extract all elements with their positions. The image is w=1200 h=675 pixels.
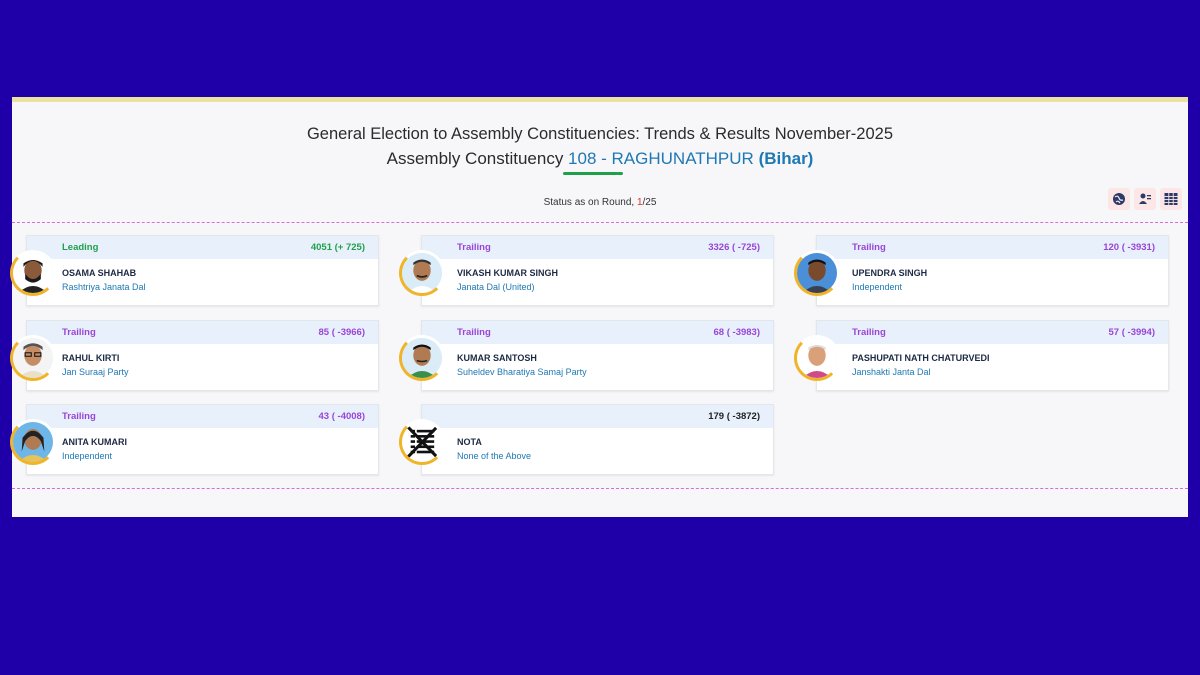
constituency-heading: Assembly Constituency 108 - RAGHUNATHPUR… xyxy=(12,149,1188,169)
divider-top xyxy=(12,222,1188,223)
candidate-card[interactable]: Trailing 68 ( -3983) KUMAR SANTOSH Suhel… xyxy=(421,320,774,391)
candidate-name: RAHUL KIRTI xyxy=(62,353,120,363)
view-toolbar xyxy=(1108,188,1182,210)
candidate-photo xyxy=(10,250,56,296)
candidate-photo xyxy=(10,335,56,381)
candidate-votes: 4051 (+ 725) xyxy=(310,242,365,253)
total-rounds: /25 xyxy=(642,197,657,208)
candidate-card[interactable]: Leading 4051 (+ 725) OSAMA SHAHAB Rashtr… xyxy=(26,235,379,306)
globe-icon[interactable] xyxy=(1108,188,1130,210)
candidate-photo xyxy=(794,250,840,296)
candidate-votes: 68 ( -3983) xyxy=(713,327,760,338)
candidate-card[interactable]: Trailing 3326 ( -725) VIKASH KUMAR SINGH… xyxy=(421,235,774,306)
candidate-status: Leading xyxy=(62,242,99,253)
candidate-name: NOTA xyxy=(457,437,482,447)
candidate-photo xyxy=(399,250,445,296)
candidate-photo xyxy=(794,335,840,381)
candidate-name: ANITA KUMARI xyxy=(62,437,127,447)
round-status: Status as on Round, 1/25 xyxy=(12,197,1188,208)
user-list-icon[interactable] xyxy=(1134,188,1156,210)
candidate-status: Trailing xyxy=(62,411,96,422)
current-round: 1 xyxy=(636,197,643,208)
candidate-party: Janshakti Janta Dal xyxy=(852,367,931,377)
candidate-status: Trailing xyxy=(457,327,491,338)
candidate-party: Jan Suraaj Party xyxy=(62,367,129,377)
candidate-status: Trailing xyxy=(852,327,886,338)
candidate-name: VIKASH KUMAR SINGH xyxy=(457,268,559,278)
candidate-votes: 85 ( -3966) xyxy=(318,327,365,338)
candidate-votes: 179 ( -3872) xyxy=(708,411,760,422)
round-status-label: Status as on Round, xyxy=(543,197,637,208)
candidate-status: Trailing xyxy=(852,242,886,253)
candidate-party: None of the Above xyxy=(457,451,532,461)
results-panel: General Election to Assembly Constituenc… xyxy=(10,97,1188,517)
card-header: Trailing 68 ( -3983) xyxy=(422,321,773,344)
candidate-status: Trailing xyxy=(62,327,96,338)
candidate-photo xyxy=(399,335,445,381)
candidate-party: Independent xyxy=(852,282,903,292)
nota-card[interactable]: 179 ( -3872) NOTA None of the Above xyxy=(421,404,774,475)
candidate-status: Trailing xyxy=(457,242,491,253)
card-header: 179 ( -3872) xyxy=(422,405,773,428)
state-name: (Bihar) xyxy=(758,149,814,168)
candidate-votes: 3326 ( -725) xyxy=(708,242,760,253)
candidate-name: UPENDRA SINGH xyxy=(852,268,928,278)
candidate-party: Suheldev Bharatiya Samaj Party xyxy=(457,367,587,377)
nota-symbol-icon xyxy=(399,419,445,465)
constituency-prefix: Assembly Constituency xyxy=(386,149,569,168)
card-header: Leading 4051 (+ 725) xyxy=(27,236,378,259)
candidate-party: Rashtriya Janata Dal xyxy=(62,282,146,292)
candidate-card[interactable]: Trailing 43 ( -4008) ANITA KUMARI Indepe… xyxy=(26,404,379,475)
page-title: General Election to Assembly Constituenc… xyxy=(306,125,894,143)
candidate-votes: 57 ( -3994) xyxy=(1108,327,1155,338)
candidate-name: OSAMA SHAHAB xyxy=(62,268,137,278)
candidate-votes: 120 ( -3931) xyxy=(1103,242,1155,253)
candidate-card[interactable]: Trailing 120 ( -3931) UPENDRA SINGH Inde… xyxy=(816,235,1169,306)
divider-bottom xyxy=(12,488,1188,489)
candidate-photo xyxy=(10,419,56,465)
card-header: Trailing 120 ( -3931) xyxy=(817,236,1168,259)
candidate-card[interactable]: Trailing 57 ( -3994) PASHUPATI NATH CHAT… xyxy=(816,320,1169,391)
candidate-party: Janata Dal (United) xyxy=(457,282,535,292)
candidate-name: PASHUPATI NATH CHATURVEDI xyxy=(852,353,990,363)
candidate-name: KUMAR SANTOSH xyxy=(457,353,537,363)
table-icon[interactable] xyxy=(1160,188,1182,210)
card-header: Trailing 43 ( -4008) xyxy=(27,405,378,428)
card-header: Trailing 85 ( -3966) xyxy=(27,321,378,344)
candidate-card[interactable]: Trailing 85 ( -3966) RAHUL KIRTI Jan Sur… xyxy=(26,320,379,391)
title-underline xyxy=(563,172,623,175)
candidate-party: Independent xyxy=(62,451,113,461)
candidate-votes: 43 ( -4008) xyxy=(318,411,365,422)
card-header: Trailing 57 ( -3994) xyxy=(817,321,1168,344)
card-header: Trailing 3326 ( -725) xyxy=(422,236,773,259)
constituency-name: 108 - RAGHUNATHPUR xyxy=(568,149,754,168)
